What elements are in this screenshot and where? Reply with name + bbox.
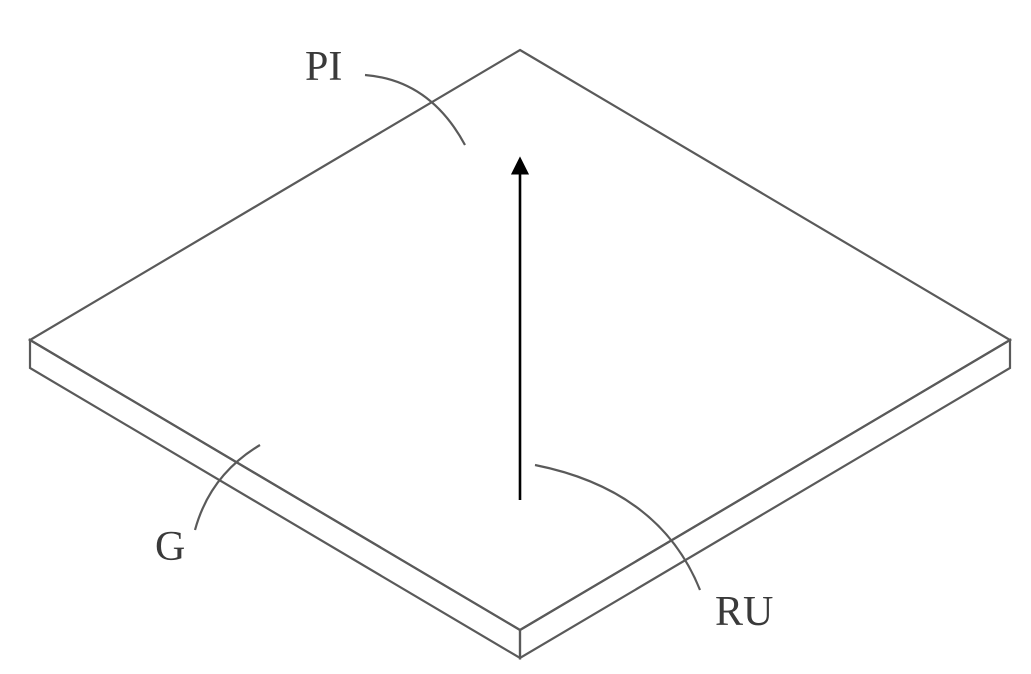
- diagram-canvas: PI G RU: [0, 0, 1031, 674]
- slab-front-left-face: [30, 340, 520, 658]
- label-g: G: [155, 524, 185, 570]
- leader-pi: [365, 75, 465, 145]
- label-pi: PI: [305, 44, 342, 90]
- label-ru: RU: [715, 589, 773, 635]
